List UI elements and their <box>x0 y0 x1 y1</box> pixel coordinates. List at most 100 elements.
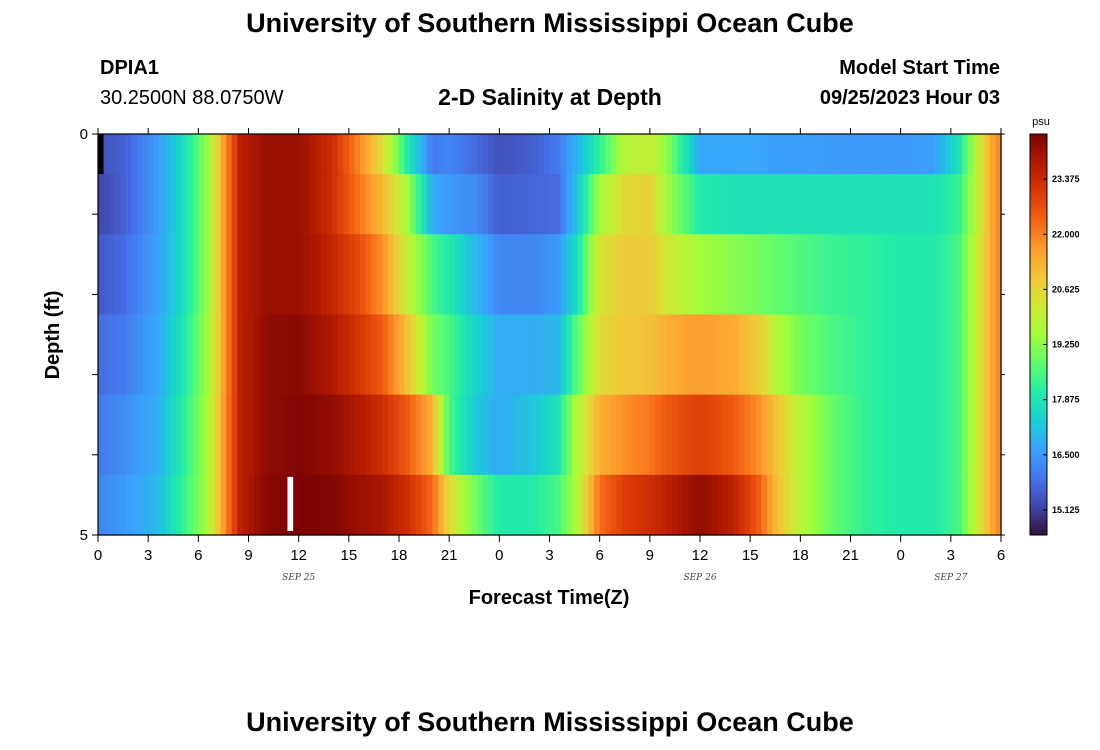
heatmap-cell <box>393 394 400 476</box>
heatmap-cell <box>365 394 372 476</box>
heatmap-cell <box>231 134 238 175</box>
heatmap-cell <box>293 174 300 235</box>
heatmap-cell <box>872 174 879 235</box>
heatmap-cell <box>337 174 344 235</box>
heatmap-cell <box>895 474 902 536</box>
heatmap-cell <box>733 174 740 235</box>
heatmap-cell <box>856 394 863 476</box>
heatmap-cell <box>800 134 807 175</box>
heatmap-cell <box>733 314 740 396</box>
heatmap-cell <box>582 134 590 175</box>
heatmap-cell <box>125 314 133 396</box>
figure-title-top: University of Southern Mississippi Ocean… <box>246 8 854 38</box>
heatmap-cell <box>220 234 227 316</box>
heatmap-cell <box>215 314 222 396</box>
heatmap-cell <box>137 314 144 396</box>
heatmap-cell <box>454 314 461 396</box>
heatmap-cell <box>722 394 729 476</box>
heatmap-cell <box>911 474 918 536</box>
heatmap-cell <box>856 134 863 175</box>
heatmap-cell <box>610 314 617 396</box>
heatmap-cell <box>660 474 668 536</box>
heatmap-cell <box>621 314 629 396</box>
heatmap-cell <box>499 394 506 476</box>
heatmap-cell <box>582 314 590 396</box>
y-axis-title: Depth (ft) <box>42 291 64 380</box>
heatmap-cell <box>850 174 857 235</box>
heatmap-cell <box>298 234 305 316</box>
heatmap-cell <box>683 174 690 235</box>
heatmap-cell <box>276 234 283 316</box>
heatmap-cell <box>794 234 801 316</box>
heatmap-cell <box>800 174 807 235</box>
heatmap-cell <box>766 134 774 175</box>
heatmap-cell <box>555 234 562 316</box>
heatmap-cell <box>672 314 679 396</box>
heatmap-cell <box>493 474 500 536</box>
heatmap-cell <box>995 134 1002 175</box>
heatmap-cell <box>164 174 172 235</box>
heatmap-cell <box>939 234 946 316</box>
heatmap-cell <box>287 134 294 175</box>
heatmap-cell <box>616 474 623 536</box>
heatmap-cell <box>833 234 840 316</box>
heatmap-cell <box>309 234 316 316</box>
heatmap-cell <box>371 394 378 476</box>
heatmap-cell <box>672 474 679 536</box>
heatmap-cell <box>209 474 216 536</box>
heatmap-cell <box>627 474 634 536</box>
heatmap-cell <box>270 234 277 316</box>
heatmap-cell <box>688 134 696 175</box>
heatmap-cell <box>242 134 250 175</box>
heatmap-cell <box>616 234 623 316</box>
heatmap-cell <box>399 314 406 396</box>
heatmap-cell <box>828 134 835 175</box>
heatmap-cell <box>644 234 651 316</box>
heatmap-cell <box>159 174 166 235</box>
heatmap-cell <box>883 314 891 396</box>
heatmap-cell <box>320 174 328 235</box>
heatmap-cell <box>488 394 495 476</box>
heatmap-cell <box>833 174 840 235</box>
heatmap-cell <box>326 314 333 396</box>
heatmap-cell <box>649 234 656 316</box>
heatmap-cell <box>187 234 194 316</box>
heatmap-cell <box>426 134 434 175</box>
heatmap-cell <box>660 314 668 396</box>
heatmap-cell <box>354 174 361 235</box>
heatmap-cell <box>961 134 969 175</box>
heatmap-cell <box>153 474 160 536</box>
heatmap-cell <box>164 474 172 536</box>
heatmap-cell <box>638 474 645 536</box>
heatmap-cell <box>359 474 367 536</box>
heatmap-cell <box>750 394 757 476</box>
heatmap-cell <box>839 474 846 536</box>
heatmap-cell <box>727 474 735 536</box>
heatmap-cell <box>521 134 528 175</box>
heatmap-cell <box>605 134 612 175</box>
heatmap-cell <box>438 134 445 175</box>
heatmap-cell <box>176 474 183 536</box>
heatmap-cell <box>560 394 567 476</box>
heatmap-cell <box>320 134 328 175</box>
heatmap-cell <box>733 134 740 175</box>
heatmap-cell <box>120 134 127 175</box>
heatmap-cell <box>343 174 350 235</box>
heatmap-cell <box>376 234 383 316</box>
heatmap-cell <box>549 474 556 536</box>
heatmap-cell <box>504 134 512 175</box>
heatmap-cell <box>922 134 930 175</box>
heatmap-cell <box>125 174 133 235</box>
heatmap-cell <box>482 474 489 536</box>
heatmap-cell <box>426 394 434 476</box>
heatmap-cell <box>705 474 712 536</box>
heatmap-cell <box>867 394 874 476</box>
heatmap-cell <box>98 474 105 536</box>
heatmap-cell <box>504 174 512 235</box>
heatmap-cell <box>120 394 127 476</box>
heatmap-cell <box>527 174 534 235</box>
heatmap-cell <box>465 474 473 536</box>
heatmap-cell <box>242 314 250 396</box>
colorbar-unit: psu <box>1032 116 1050 128</box>
heatmap-cell <box>783 134 790 175</box>
